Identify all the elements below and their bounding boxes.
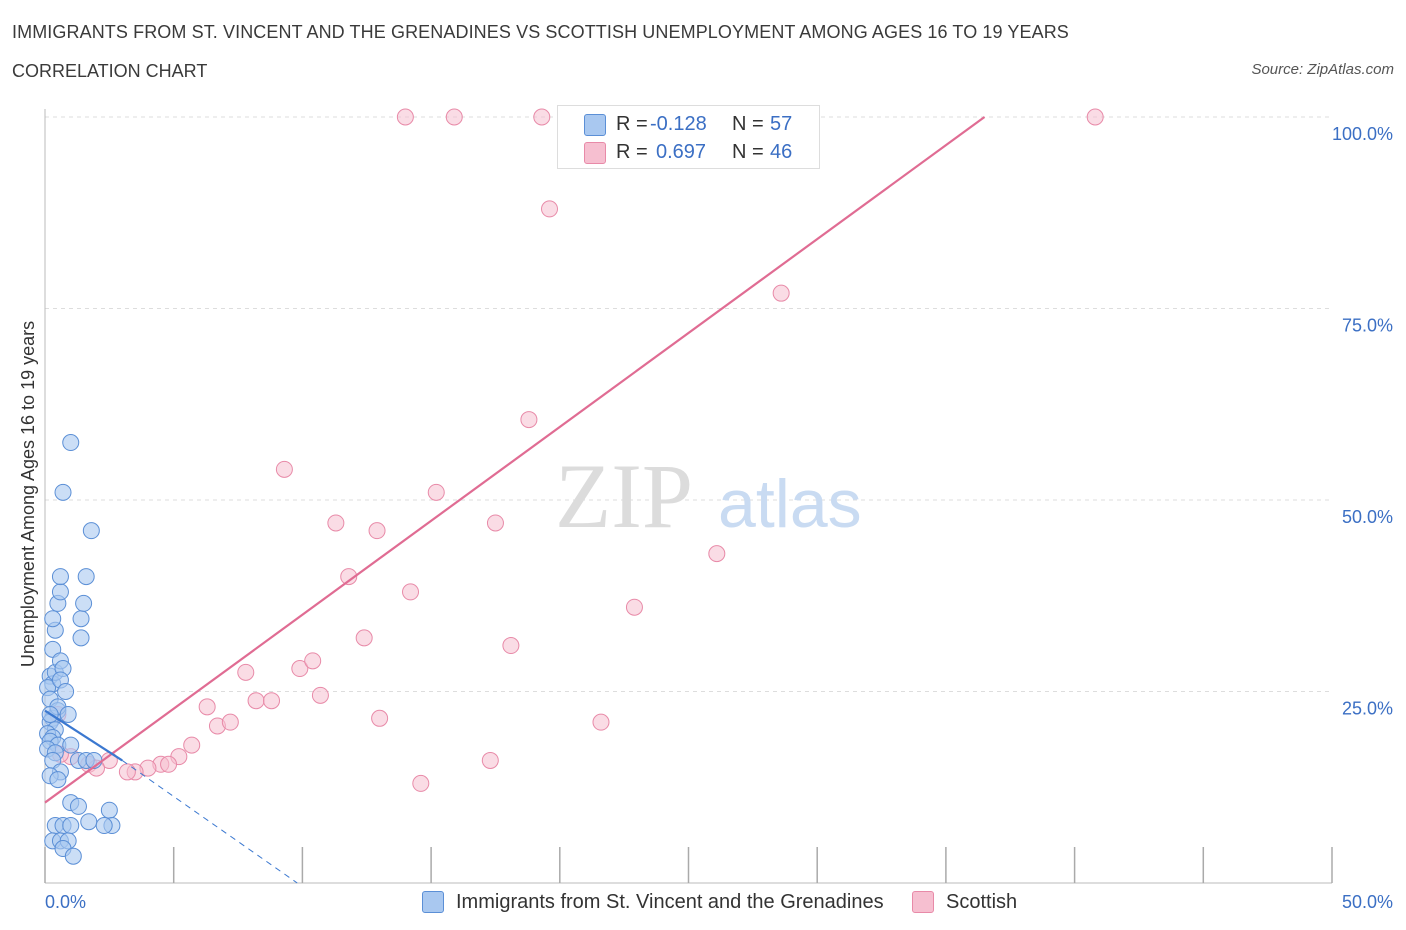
scottish-point bbox=[237, 663, 255, 681]
scottish-point bbox=[402, 583, 420, 601]
legend-r-label: R = bbox=[616, 140, 648, 163]
scottish-point bbox=[772, 284, 790, 302]
scottish-point bbox=[520, 411, 538, 429]
immigrants-point bbox=[77, 568, 95, 586]
bottom-legend-label-immigrants: Immigrants from St. Vincent and the Gren… bbox=[456, 890, 884, 913]
scottish-point bbox=[118, 763, 136, 781]
scottish-point bbox=[541, 200, 559, 218]
immigrants-point bbox=[82, 522, 100, 540]
scottish-point bbox=[355, 629, 373, 647]
scottish-point bbox=[371, 709, 389, 727]
legend-n-label: N = bbox=[732, 112, 764, 135]
scottish-point bbox=[275, 460, 293, 478]
y-tick-label: 25.0% bbox=[1342, 699, 1393, 719]
bottom-legend-label-scottish: Scottish bbox=[946, 890, 1018, 913]
y-tick-label: 50.0% bbox=[1342, 507, 1393, 527]
bottom-legend-immigrants: Immigrants from St. Vincent and the Gren… bbox=[422, 889, 884, 915]
tick-labels: 25.0% 50.0% 75.0% 100.0% 0.0% 50.0% bbox=[45, 124, 1393, 912]
scottish-point bbox=[445, 108, 463, 126]
scottish-trend-line bbox=[44, 116, 986, 804]
legend-r-label: R = bbox=[616, 112, 648, 135]
immigrants-point bbox=[59, 705, 77, 723]
scottish-point bbox=[486, 514, 504, 532]
scottish-point bbox=[533, 108, 551, 126]
scottish-point bbox=[311, 686, 329, 704]
scottish-point bbox=[327, 514, 345, 532]
immigrants-point bbox=[69, 797, 87, 815]
immigrants-trend-extension bbox=[121, 760, 298, 884]
immigrants-point bbox=[62, 434, 80, 452]
immigrants-point bbox=[51, 583, 69, 601]
immigrants-point bbox=[57, 683, 75, 700]
bottom-legend-scottish: Scottish bbox=[912, 889, 1017, 915]
scottish-point bbox=[340, 568, 358, 586]
source-label: Source: ZipAtlas.com bbox=[1251, 61, 1394, 78]
scottish-point bbox=[708, 545, 726, 563]
immigrants-point bbox=[49, 771, 67, 789]
scottish-point bbox=[368, 522, 386, 540]
scottish-point bbox=[427, 483, 445, 501]
scottish-point bbox=[396, 108, 414, 126]
scottish-point bbox=[291, 660, 309, 678]
immigrants-point bbox=[54, 483, 72, 501]
correlation-legend: R = -0.128 N = 57 R = 0.697 N = 46 bbox=[557, 105, 820, 169]
watermark: ZIP atlas bbox=[555, 445, 862, 547]
scottish-point bbox=[502, 637, 520, 655]
legend-n-value: 57 bbox=[770, 112, 793, 135]
immigrants-trend-line bbox=[44, 709, 123, 762]
immigrants-point bbox=[64, 847, 82, 865]
immigrants-point bbox=[72, 629, 90, 647]
immigrants-point bbox=[72, 610, 90, 628]
immigrants-point bbox=[75, 594, 93, 612]
legend-n-value: 46 bbox=[770, 140, 793, 163]
scottish-point bbox=[198, 698, 216, 716]
immigrants-point bbox=[80, 813, 98, 831]
immigrants-point bbox=[95, 817, 113, 835]
chart-subtitle: CORRELATION CHART bbox=[12, 61, 208, 81]
scottish-point bbox=[304, 652, 322, 670]
x-tick-label: 50.0% bbox=[1342, 892, 1393, 912]
legend-swatch-blue bbox=[584, 114, 606, 136]
y-tick-label: 75.0% bbox=[1342, 316, 1393, 336]
scottish-point bbox=[160, 755, 178, 773]
immigrants-point bbox=[62, 736, 80, 754]
scottish-point bbox=[625, 598, 643, 616]
scottish-point bbox=[481, 751, 499, 769]
scottish-point bbox=[412, 774, 430, 792]
scottish-point bbox=[1086, 108, 1104, 126]
watermark-atlas: atlas bbox=[718, 466, 862, 542]
chart-title: IMMIGRANTS FROM ST. VINCENT AND THE GREN… bbox=[12, 22, 1069, 42]
legend-r-value: 0.697 bbox=[656, 140, 707, 163]
x-tick-label: 0.0% bbox=[45, 892, 86, 912]
legend-n-label: N = bbox=[732, 140, 764, 163]
scottish-point bbox=[221, 713, 239, 731]
trend-lines bbox=[44, 116, 986, 884]
immigrants-point bbox=[44, 610, 62, 628]
watermark-zip: ZIP bbox=[555, 445, 693, 547]
y-axis-label: Unemployment Among Ages 16 to 19 years bbox=[18, 321, 38, 667]
bottom-legend-swatch-blue bbox=[422, 891, 444, 913]
legend-swatch-pink bbox=[584, 142, 606, 164]
immigrants-point bbox=[100, 801, 118, 819]
scottish-point bbox=[592, 713, 610, 731]
scottish-point bbox=[247, 692, 265, 710]
immigrants-point bbox=[62, 817, 80, 835]
bottom-legend-swatch-pink bbox=[912, 891, 934, 913]
grid-lines bbox=[45, 116, 1332, 692]
legend-r-value: -0.128 bbox=[650, 112, 707, 135]
immigrants-points bbox=[39, 434, 121, 865]
scottish-point bbox=[263, 692, 281, 710]
immigrants-point bbox=[51, 568, 69, 586]
y-tick-label: 100.0% bbox=[1332, 124, 1393, 144]
scottish-point bbox=[183, 736, 201, 754]
